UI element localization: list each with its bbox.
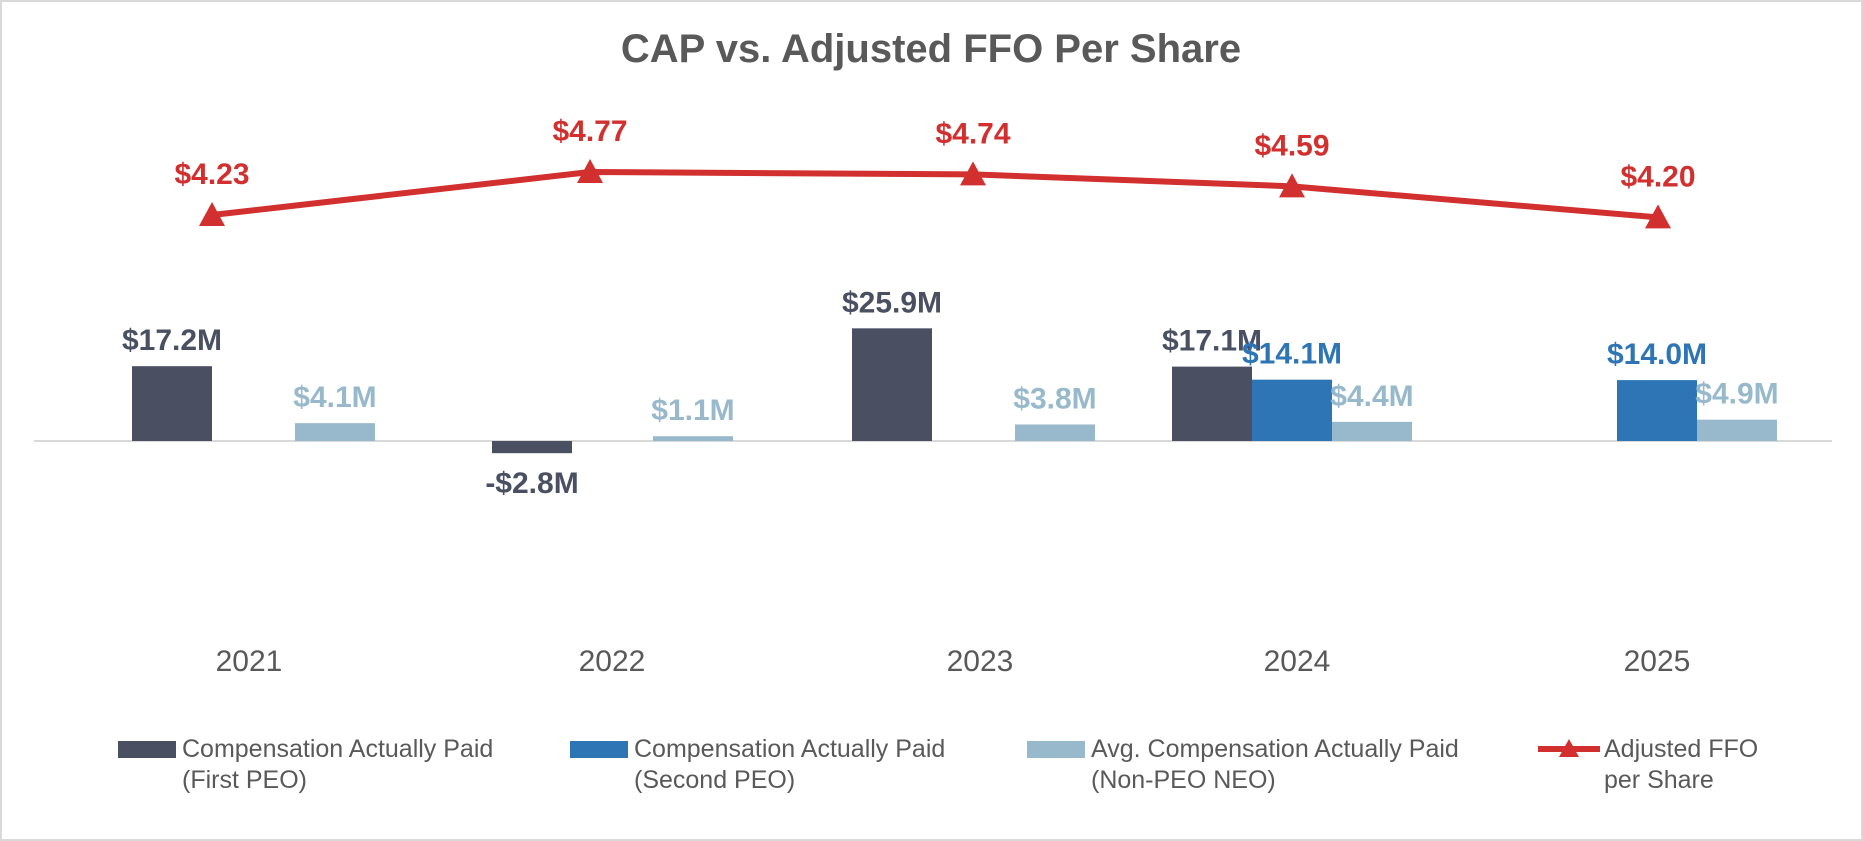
- legend-text-4-1: Adjusted FFO: [1604, 735, 1758, 763]
- bar-label-3-2025: $4.9M: [1695, 378, 1778, 411]
- ffo-label-2021: $4.23: [174, 158, 249, 191]
- bar-label-1-2022: -$2.8M: [485, 467, 578, 500]
- bar-2-2025: [1617, 380, 1697, 441]
- bar-2-2024: [1252, 379, 1332, 441]
- ffo-line: [211, 169, 1659, 221]
- bar-label-3-2022: $1.1M: [651, 394, 734, 427]
- x-axis-tick-labels: 2021 2022 2023 2024 2025: [216, 645, 1691, 678]
- bar-1-2023: [852, 328, 932, 441]
- ffo-label-2024: $4.59: [1254, 129, 1329, 162]
- bar-3-2023: [1015, 424, 1095, 441]
- line-layer: $4.23 $4.77 $4.74 $4.59 $4.20: [174, 115, 1696, 229]
- legend-text-3-2: (Non-PEO NEO): [1091, 766, 1276, 794]
- bar-label-3-2021: $4.1M: [293, 381, 376, 414]
- ffo-marker-2025: [1645, 204, 1671, 229]
- legend-swatch-1: [118, 741, 176, 758]
- chart-title: CAP vs. Adjusted FFO Per Share: [621, 27, 1241, 71]
- ffo-label-2022: $4.77: [552, 115, 627, 148]
- ffo-marker-2021: [199, 202, 225, 226]
- bar-1-2022: [492, 441, 572, 454]
- legend-text-2-1: Compensation Actually Paid: [634, 735, 945, 763]
- legend-text-2-2: (Second PEO): [634, 766, 795, 794]
- legend-text-1-1: Compensation Actually Paid: [182, 735, 493, 763]
- legend-swatch-marker: [1559, 739, 1579, 757]
- legend-text-3-1: Avg. Compensation Actually Paid: [1091, 735, 1459, 763]
- x-tick-2024: 2024: [1264, 645, 1331, 678]
- x-tick-2025: 2025: [1624, 645, 1691, 678]
- bar-label-2-2024: $14.1M: [1242, 338, 1342, 371]
- ffo-label-2023: $4.74: [935, 117, 1010, 150]
- bar-3-2021: [295, 423, 375, 441]
- legend-text-1-2: (First PEO): [182, 766, 307, 794]
- bars-layer: $17.2M -$2.8M $25.9M $17.1M$14.1M $14.0M $4.1…: [122, 286, 1779, 500]
- ffo-label-2025: $4.20: [1620, 160, 1695, 193]
- bar-label-2-2025: $14.0M: [1607, 338, 1707, 371]
- bar-label-3-2024: $4.4M: [1330, 380, 1413, 413]
- legend-swatch-3: [1027, 741, 1085, 758]
- bar-1-2021: [132, 366, 212, 441]
- bar-3-2022: [653, 436, 733, 441]
- x-tick-2023: 2023: [947, 645, 1014, 678]
- bar-label-1-2024: $17.1M: [1162, 325, 1262, 358]
- bar-label-1-2023: $25.9M: [842, 286, 942, 319]
- x-tick-2022: 2022: [579, 645, 646, 678]
- ffo-marker-2023: [960, 161, 986, 186]
- bar-3-2025: [1697, 419, 1777, 441]
- x-tick-2021: 2021: [216, 645, 283, 678]
- bar-1-2024: [1172, 366, 1252, 441]
- bar-label-3-2023: $3.8M: [1013, 382, 1096, 415]
- ffo-marker-2022: [577, 159, 603, 184]
- bar-3-2024: [1332, 421, 1412, 441]
- legend-text-4-2: per Share: [1604, 766, 1714, 794]
- legend-swatch-2: [570, 741, 628, 758]
- ffo-marker-2024: [1279, 173, 1305, 198]
- bar-label-1-2021: $17.2M: [122, 324, 222, 357]
- legend: Compensation Actually Paid (First PEO) Com…: [118, 735, 1758, 794]
